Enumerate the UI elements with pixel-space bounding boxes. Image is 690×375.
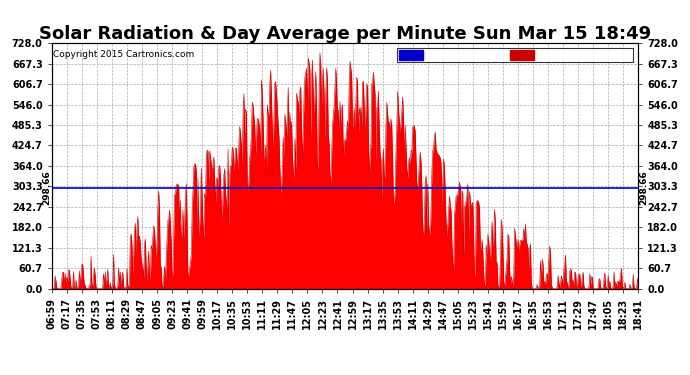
Legend: Median (w/m2), Radiation (w/m2): Median (w/m2), Radiation (w/m2) [397, 48, 633, 62]
Text: 298.66: 298.66 [42, 171, 51, 206]
Text: 298.66: 298.66 [639, 171, 648, 206]
Title: Solar Radiation & Day Average per Minute Sun Mar 15 18:49: Solar Radiation & Day Average per Minute… [39, 25, 651, 43]
Text: Copyright 2015 Cartronics.com: Copyright 2015 Cartronics.com [53, 51, 194, 60]
